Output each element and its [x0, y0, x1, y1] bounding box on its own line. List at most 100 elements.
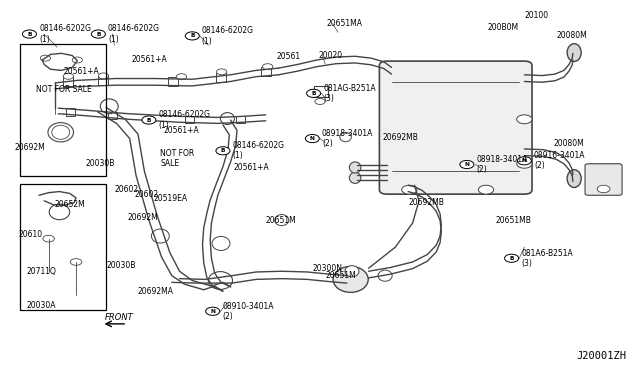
- Text: 08918-3401A
(2): 08918-3401A (2): [476, 155, 528, 174]
- Bar: [184, 116, 193, 123]
- Bar: [63, 77, 73, 86]
- Circle shape: [72, 57, 83, 63]
- Text: 20651MA: 20651MA: [326, 19, 362, 28]
- Text: 20080M: 20080M: [553, 139, 584, 148]
- Text: 20080M: 20080M: [556, 31, 587, 41]
- Text: J20001ZH: J20001ZH: [577, 351, 627, 361]
- Circle shape: [504, 254, 518, 262]
- Text: 20651M: 20651M: [266, 216, 296, 225]
- Text: N: N: [211, 309, 215, 314]
- Circle shape: [315, 99, 325, 105]
- Circle shape: [517, 157, 531, 165]
- Text: NOT FOR
SALE: NOT FOR SALE: [161, 148, 195, 168]
- Circle shape: [40, 55, 51, 61]
- Bar: [98, 76, 108, 85]
- Text: 20651MB: 20651MB: [495, 216, 531, 225]
- Text: N: N: [522, 158, 527, 163]
- Text: B: B: [509, 256, 514, 261]
- Text: B: B: [96, 32, 100, 36]
- Circle shape: [142, 116, 156, 124]
- Ellipse shape: [152, 229, 170, 243]
- Ellipse shape: [212, 236, 230, 250]
- Text: 20561: 20561: [276, 52, 301, 61]
- Text: 20651M: 20651M: [325, 271, 356, 280]
- Text: 20692M: 20692M: [15, 142, 45, 151]
- Text: N: N: [465, 162, 469, 167]
- Ellipse shape: [48, 123, 74, 142]
- Text: 20100: 20100: [524, 11, 548, 20]
- Text: B: B: [221, 148, 225, 153]
- Text: 20602: 20602: [115, 185, 138, 194]
- Text: 08146-6202G
(1): 08146-6202G (1): [108, 24, 160, 44]
- Ellipse shape: [100, 99, 118, 114]
- Bar: [108, 112, 117, 119]
- Circle shape: [597, 185, 610, 193]
- Text: 20692MB: 20692MB: [383, 132, 419, 142]
- Text: B: B: [312, 91, 316, 96]
- Text: 08918-3401A
(2): 08918-3401A (2): [322, 129, 373, 148]
- Ellipse shape: [349, 162, 361, 173]
- Text: 20561+A: 20561+A: [132, 55, 167, 64]
- Circle shape: [43, 235, 54, 242]
- Circle shape: [205, 307, 220, 315]
- Circle shape: [92, 30, 106, 38]
- Text: 20602: 20602: [135, 190, 159, 199]
- Text: 20711Q: 20711Q: [26, 267, 56, 276]
- Text: NOT FOR SALE: NOT FOR SALE: [36, 85, 92, 94]
- Text: B: B: [28, 32, 31, 36]
- Circle shape: [216, 147, 230, 155]
- Circle shape: [185, 32, 199, 40]
- Ellipse shape: [340, 132, 351, 142]
- Ellipse shape: [378, 270, 392, 281]
- Text: 08146-6202G
(1): 08146-6202G (1): [232, 141, 285, 160]
- Text: 20561+A: 20561+A: [63, 67, 99, 76]
- Bar: [20, 184, 106, 310]
- Bar: [236, 116, 244, 123]
- Text: B: B: [190, 33, 195, 38]
- Text: 20300N: 20300N: [312, 264, 342, 273]
- Text: B: B: [147, 118, 151, 122]
- Text: 20610: 20610: [19, 230, 43, 240]
- Text: 20030B: 20030B: [106, 261, 136, 270]
- Ellipse shape: [345, 266, 359, 277]
- Bar: [67, 108, 76, 116]
- Ellipse shape: [208, 272, 232, 289]
- Text: 08146-6202G
(1): 08146-6202G (1): [202, 26, 254, 46]
- Circle shape: [70, 259, 82, 265]
- Text: 20692MB: 20692MB: [408, 198, 444, 207]
- Bar: [168, 77, 178, 86]
- Circle shape: [176, 74, 186, 80]
- Text: 20020: 20020: [319, 51, 343, 60]
- Bar: [216, 73, 226, 82]
- Circle shape: [305, 135, 319, 142]
- Bar: [314, 86, 328, 97]
- Circle shape: [478, 185, 493, 194]
- Ellipse shape: [49, 204, 70, 220]
- Text: 20561+A: 20561+A: [164, 126, 199, 135]
- Text: N: N: [310, 136, 315, 141]
- Ellipse shape: [349, 172, 361, 183]
- Circle shape: [262, 64, 273, 70]
- Ellipse shape: [567, 170, 581, 187]
- Text: 08146-6202G
(1): 08146-6202G (1): [39, 24, 91, 44]
- Text: 20652M: 20652M: [55, 200, 86, 209]
- Text: 08146-6202G
(1): 08146-6202G (1): [159, 110, 211, 130]
- Ellipse shape: [333, 266, 368, 292]
- Text: 08916-3401A
(2): 08916-3401A (2): [534, 151, 586, 170]
- FancyBboxPatch shape: [380, 61, 532, 194]
- Text: 20561+A: 20561+A: [234, 163, 269, 172]
- Circle shape: [402, 185, 417, 194]
- Bar: [20, 44, 106, 176]
- Circle shape: [99, 73, 109, 79]
- Ellipse shape: [220, 113, 234, 125]
- Text: 20030B: 20030B: [86, 159, 115, 168]
- Text: 20692MA: 20692MA: [138, 287, 174, 296]
- Text: 20030A: 20030A: [26, 301, 56, 310]
- Circle shape: [516, 159, 532, 168]
- Ellipse shape: [567, 44, 581, 61]
- Text: 081AG-B251A
(3): 081AG-B251A (3): [323, 84, 376, 103]
- FancyBboxPatch shape: [585, 164, 622, 195]
- Circle shape: [307, 89, 321, 97]
- Bar: [260, 67, 271, 76]
- Circle shape: [22, 30, 36, 38]
